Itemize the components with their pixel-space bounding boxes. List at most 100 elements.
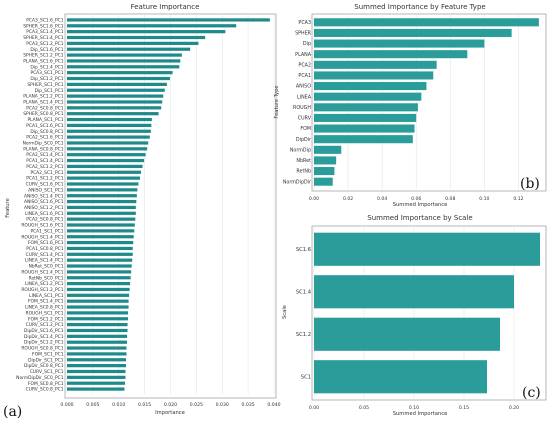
- y-tick-label: DipDir_SC1.6_PC1: [24, 328, 64, 334]
- bar: [67, 47, 191, 51]
- y-tick-label: SPHER_SC1.6_PC1: [23, 23, 64, 29]
- bar: [67, 199, 137, 204]
- y-tick-label: ROUGH_SC1.6_PC1: [21, 223, 63, 229]
- panel-c-frame: [311, 225, 547, 401]
- y-tick-label: SC1.4: [296, 290, 312, 296]
- y-tick-label: PLANA_SC1_PC1: [27, 117, 63, 123]
- x-tick-label: 0.10: [409, 405, 419, 411]
- bar: [67, 71, 173, 75]
- bar: [67, 24, 237, 28]
- y-tick-label: LINEA_SC1_PC1: [29, 293, 64, 299]
- bar: [67, 88, 165, 92]
- bar: [67, 117, 152, 122]
- y-tick-label: FOM_SC1_PC1: [32, 351, 64, 357]
- y-tick-label: Dip_SC1.6_PC1: [30, 47, 63, 53]
- bar: [67, 18, 270, 22]
- bar: [67, 258, 133, 262]
- y-tick-label: ANISO_SC1_PC1: [28, 187, 64, 193]
- y-tick-label: CURV_SC1_PC1: [30, 369, 64, 375]
- y-tick-label: LINEA_SC1.6_PC1: [25, 211, 64, 217]
- bar: [67, 176, 140, 180]
- bar: [67, 30, 226, 34]
- bar: [67, 65, 180, 69]
- bar: [67, 164, 143, 169]
- y-tick-label: RetNb_SC0_PC1: [29, 275, 64, 281]
- y-tick-label: CURV_SC1.4_PC1: [26, 252, 64, 258]
- y-tick-label: CURV_SC0.8_PC1: [26, 387, 64, 393]
- bar: [67, 311, 129, 315]
- bar: [67, 240, 134, 245]
- y-tick-label: PLANA_SC1.4_PC1: [23, 100, 63, 106]
- x-tick-label: 0.040: [267, 402, 280, 408]
- bar: [67, 346, 127, 350]
- bar: [314, 113, 417, 122]
- panel-c-title: Summed Importance by Scale: [367, 214, 472, 222]
- y-tick-label: NbRet_SC0_PC1: [29, 264, 64, 270]
- bar: [67, 106, 162, 110]
- bar: [67, 369, 126, 374]
- bar: [314, 232, 540, 266]
- y-tick-label: DipDir_SC1_PC1: [28, 357, 64, 363]
- bar: [67, 270, 132, 274]
- x-tick-label: 0.030: [216, 402, 229, 408]
- bar: [314, 71, 434, 80]
- panel-b-label: (b): [520, 176, 540, 192]
- bar: [67, 41, 199, 45]
- y-tick-label: PLANA_SC1.2_PC1: [23, 94, 63, 100]
- bar: [67, 229, 135, 233]
- bar: [67, 147, 148, 151]
- y-tick-label: NormDipDir_SC0_PC1: [16, 375, 64, 381]
- bar: [67, 364, 126, 368]
- bar: [67, 252, 133, 256]
- y-tick-label: PCA1: [298, 73, 311, 79]
- x-tick-label: 0.020: [164, 402, 177, 408]
- bar: [67, 217, 136, 221]
- panel-a-label: (a): [3, 404, 22, 420]
- y-tick-label: ANISO: [296, 84, 311, 90]
- bar: [314, 50, 468, 59]
- y-tick-label: PCA3_SC1.4_PC1: [26, 29, 63, 35]
- bar: [314, 39, 485, 48]
- bar: [67, 334, 128, 338]
- y-tick-label: PCA2_SC1.2_PC1: [26, 164, 63, 170]
- x-tick-label: 0.15: [459, 405, 469, 411]
- bar: [67, 94, 164, 98]
- panel-a: Feature Importance PCA3_SC1.6_PC1SPHER_S…: [3, 3, 281, 420]
- bar: [314, 103, 418, 112]
- bar: [67, 299, 129, 303]
- y-tick-label: ANISO_SC1.2_PC1: [24, 205, 64, 211]
- bar: [67, 82, 167, 86]
- bar: [67, 246, 133, 251]
- y-tick-label: FOM_SC1.4_PC1: [28, 299, 64, 305]
- panel-b-xlabel: Summed Importance: [393, 202, 448, 208]
- y-tick-label: LINEA_SC1.2_PC1: [25, 281, 64, 287]
- bar: [67, 158, 145, 163]
- x-tick-label: 0.10: [479, 196, 489, 202]
- x-tick-label: 0.02: [343, 196, 353, 202]
- panel-a-frame: [64, 13, 277, 399]
- y-tick-label: Dip_SC1.4_PC1: [30, 64, 63, 70]
- bar: [67, 317, 129, 321]
- bar: [67, 340, 128, 344]
- bar: [67, 387, 125, 391]
- y-tick-label: FOM_SC1.6_PC1: [28, 240, 64, 246]
- panel-a-xlabel: Importance: [155, 410, 185, 416]
- panel-c: Summed Importance by Scale SC1.6 SC1.4 SC1…: [282, 214, 547, 417]
- bar: [314, 18, 539, 27]
- bar: [67, 112, 159, 116]
- y-tick-label: SPHER_SC1.4_PC1: [23, 35, 64, 41]
- bar: [67, 205, 136, 210]
- y-tick-label: SC1.6: [296, 247, 311, 253]
- y-tick-label: ROUGH_SC1.4_PC1: [21, 269, 63, 275]
- x-tick-label: 0.005: [86, 402, 99, 408]
- y-tick-label: SPHER: [295, 31, 312, 37]
- x-tick-label: 0.000: [60, 402, 73, 408]
- y-tick-label: CURV_SC1.2_PC1: [26, 322, 64, 328]
- bar: [67, 141, 149, 145]
- y-tick-label: PCA3: [298, 20, 311, 26]
- y-tick-label: Dip_SC1.2_PC1: [30, 76, 63, 82]
- bar: [67, 287, 130, 292]
- bar: [314, 177, 333, 186]
- y-tick-label: SC1.2: [296, 332, 311, 338]
- bar: [67, 358, 126, 362]
